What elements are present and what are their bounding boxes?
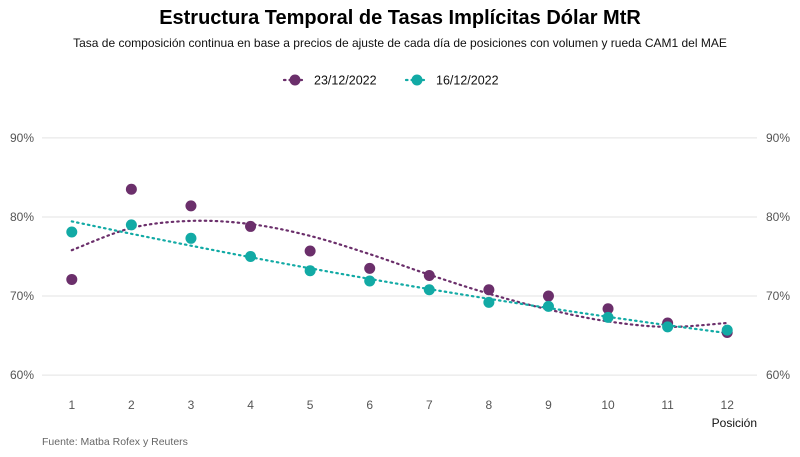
y-axis-right: 60% 70% 80% 90% [766, 131, 790, 382]
point-series-2 [483, 296, 495, 308]
point-series-1 [304, 245, 316, 257]
x-tick-label: 9 [545, 398, 552, 412]
gridlines [42, 137, 757, 376]
point-series-2 [125, 219, 137, 231]
point-series-1 [125, 183, 137, 195]
x-tick-label: 3 [188, 398, 195, 412]
legend-label-series-1: 23/12/2022 [314, 74, 377, 88]
point-series-1 [66, 273, 78, 285]
y-tick-label-left: 60% [10, 368, 34, 382]
x-tick-label: 7 [426, 398, 433, 412]
point-series-2 [423, 284, 435, 296]
point-series-1 [602, 303, 614, 315]
point-series-1 [423, 269, 435, 281]
point-series-2 [245, 251, 257, 262]
x-axis-title: Posición [712, 416, 757, 430]
chart-subtitle: Tasa de composición continua en base a p… [73, 36, 727, 50]
y-tick-label-right: 80% [766, 210, 790, 224]
x-tick-label: 1 [68, 398, 75, 412]
point-series-2 [602, 311, 614, 323]
x-tick-label: 6 [366, 398, 373, 412]
legend-label-series-2: 16/12/2022 [436, 74, 499, 88]
x-tick-label: 12 [721, 398, 735, 412]
x-axis: 1 2 3 4 5 6 7 8 9 10 11 12 [68, 398, 734, 412]
y-tick-label-right: 70% [766, 289, 790, 303]
point-series-1 [245, 220, 257, 232]
chart-caption: Fuente: Matba Rofex y Reuters [42, 436, 188, 448]
point-series-1 [483, 284, 495, 296]
y-tick-label-right: 60% [766, 368, 790, 382]
point-series-2 [662, 321, 674, 333]
point-series-2 [542, 300, 554, 312]
point-series-2 [364, 275, 376, 287]
x-tick-label: 11 [661, 398, 674, 412]
x-tick-label: 10 [601, 398, 615, 412]
x-tick-label: 8 [486, 398, 493, 412]
legend: 23/12/2022 16/12/2022 [282, 74, 499, 88]
point-series-2 [185, 232, 197, 244]
y-tick-label-left: 70% [10, 289, 34, 303]
trend-line-series-2 [70, 220, 729, 335]
y-tick-label-left: 80% [10, 210, 34, 224]
point-series-1 [185, 200, 197, 212]
data-points [66, 183, 733, 338]
point-series-2 [721, 324, 733, 336]
trend-lines [70, 219, 729, 335]
point-series-2 [304, 265, 316, 277]
point-series-2 [66, 226, 78, 238]
y-axis-left: 60% 70% 80% 90% [10, 131, 34, 382]
y-tick-label-left: 90% [10, 131, 34, 145]
y-tick-label-right: 90% [766, 131, 790, 145]
trend-line-series-1 [70, 219, 729, 329]
point-series-1 [542, 290, 554, 302]
x-tick-label: 2 [128, 398, 135, 412]
chart-title: Estructura Temporal de Tasas Implícitas … [159, 7, 641, 29]
x-tick-label: 4 [247, 398, 254, 412]
legend-marker-series-1 [289, 74, 301, 86]
legend-marker-series-2 [411, 74, 423, 86]
x-tick-label: 5 [307, 398, 314, 412]
point-series-1 [364, 262, 376, 274]
